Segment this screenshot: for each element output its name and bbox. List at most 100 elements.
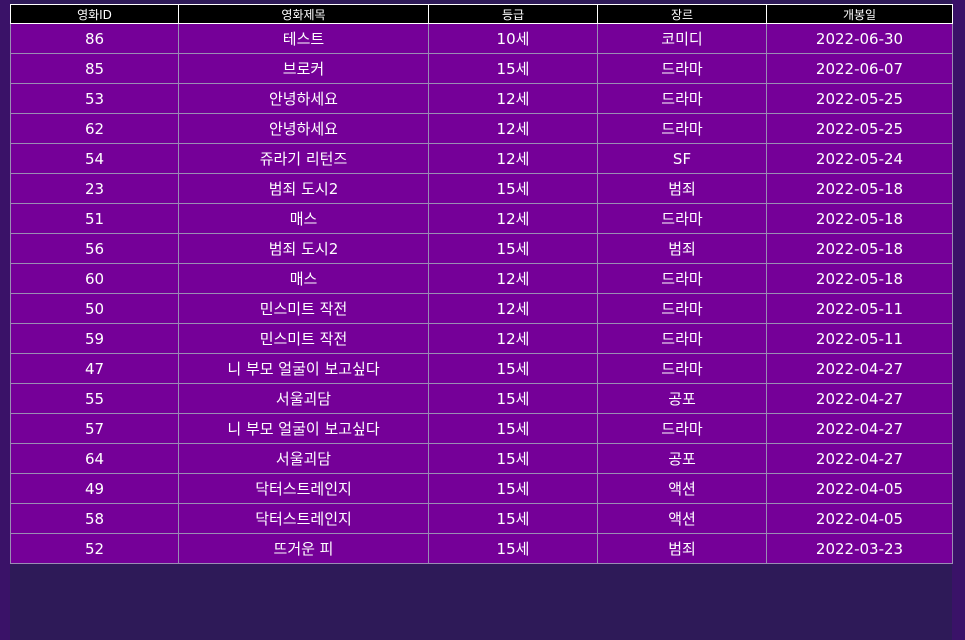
cell-release-date: 2022-05-18	[766, 173, 953, 204]
cell-release-date: 2022-06-07	[766, 53, 953, 84]
cell-movie-title: 민스미트 작전	[178, 323, 429, 354]
cell-release-date: 2022-04-27	[766, 353, 953, 384]
cell-rating: 12세	[428, 113, 598, 144]
cell-genre: 액션	[597, 503, 767, 534]
cell-movie-title: 민스미트 작전	[178, 293, 429, 324]
cell-release-date: 2022-05-11	[766, 323, 953, 354]
cell-movie-id: 50	[10, 293, 179, 324]
cell-release-date: 2022-05-18	[766, 263, 953, 294]
cell-movie-title: 브로커	[178, 53, 429, 84]
cell-release-date: 2022-06-30	[766, 23, 953, 54]
cell-genre: 드라마	[597, 203, 767, 234]
cell-genre: 액션	[597, 473, 767, 504]
cell-movie-title: 뜨거운 피	[178, 533, 429, 564]
cell-genre: 드라마	[597, 83, 767, 114]
left-margin	[0, 0, 10, 640]
cell-movie-title: 서울괴담	[178, 383, 429, 414]
cell-movie-title: 매스	[178, 203, 429, 234]
cell-release-date: 2022-05-25	[766, 83, 953, 114]
cell-release-date: 2022-05-18	[766, 233, 953, 264]
cell-genre: 범죄	[597, 173, 767, 204]
cell-rating: 12세	[428, 143, 598, 174]
cell-genre: 드라마	[597, 263, 767, 294]
cell-release-date: 2022-04-27	[766, 413, 953, 444]
table-row[interactable]: 51 매스 12세 드라마 2022-05-18	[10, 203, 953, 234]
cell-release-date: 2022-04-27	[766, 383, 953, 414]
cell-movie-id: 62	[10, 113, 179, 144]
cell-movie-title: 서울괴담	[178, 443, 429, 474]
cell-rating: 15세	[428, 233, 598, 264]
cell-movie-id: 55	[10, 383, 179, 414]
header-rating: 등급	[428, 4, 598, 24]
table-row[interactable]: 23 범죄 도시2 15세 범죄 2022-05-18	[10, 173, 953, 204]
cell-release-date: 2022-04-05	[766, 473, 953, 504]
table-row[interactable]: 47 니 부모 얼굴이 보고싶다 15세 드라마 2022-04-27	[10, 353, 953, 384]
cell-movie-title: 테스트	[178, 23, 429, 54]
cell-rating: 15세	[428, 533, 598, 564]
right-margin	[952, 0, 965, 640]
table-row[interactable]: 85 브로커 15세 드라마 2022-06-07	[10, 53, 953, 84]
table-body: 86 테스트 10세 코미디 2022-06-30 85 브로커 15세 드라마 2022-06-…	[10, 23, 953, 564]
header-movie-title: 영화제목	[178, 4, 429, 24]
cell-movie-title: 매스	[178, 263, 429, 294]
cell-movie-title: 쥬라기 리턴즈	[178, 143, 429, 174]
table-row[interactable]: 57 니 부모 얼굴이 보고싶다 15세 드라마 2022-04-27	[10, 413, 953, 444]
cell-genre: 범죄	[597, 533, 767, 564]
table-row[interactable]: 58 닥터스트레인지 15세 액션 2022-04-05	[10, 503, 953, 534]
table-row[interactable]: 49 닥터스트레인지 15세 액션 2022-04-05	[10, 473, 953, 504]
cell-movie-id: 59	[10, 323, 179, 354]
table-row[interactable]: 59 민스미트 작전 12세 드라마 2022-05-11	[10, 323, 953, 354]
cell-rating: 12세	[428, 203, 598, 234]
cell-movie-id: 64	[10, 443, 179, 474]
table-row[interactable]: 56 범죄 도시2 15세 범죄 2022-05-18	[10, 233, 953, 264]
table-row[interactable]: 54 쥬라기 리턴즈 12세 SF 2022-05-24	[10, 143, 953, 174]
cell-rating: 12세	[428, 293, 598, 324]
movie-list-container: 영화ID 영화제목 등급 장르 개봉일 86 테스트 10세 코미디 2022-06-3…	[10, 4, 953, 564]
cell-movie-id: 54	[10, 143, 179, 174]
header-row: 영화ID 영화제목 등급 장르 개봉일	[10, 4, 953, 24]
cell-movie-id: 86	[10, 23, 179, 54]
table-row[interactable]: 52 뜨거운 피 15세 범죄 2022-03-23	[10, 533, 953, 564]
table-row[interactable]: 60 매스 12세 드라마 2022-05-18	[10, 263, 953, 294]
cell-rating: 15세	[428, 173, 598, 204]
table-header: 영화ID 영화제목 등급 장르 개봉일	[10, 4, 953, 24]
table-row[interactable]: 55 서울괴담 15세 공포 2022-04-27	[10, 383, 953, 414]
cell-movie-id: 58	[10, 503, 179, 534]
cell-release-date: 2022-05-24	[766, 143, 953, 174]
cell-release-date: 2022-03-23	[766, 533, 953, 564]
cell-rating: 15세	[428, 383, 598, 414]
cell-genre: 드라마	[597, 353, 767, 384]
cell-genre: 드라마	[597, 53, 767, 84]
cell-genre: 드라마	[597, 293, 767, 324]
cell-movie-title: 닥터스트레인지	[178, 473, 429, 504]
cell-genre: SF	[597, 143, 767, 174]
table-row[interactable]: 50 민스미트 작전 12세 드라마 2022-05-11	[10, 293, 953, 324]
cell-movie-id: 53	[10, 83, 179, 114]
cell-movie-id: 47	[10, 353, 179, 384]
cell-movie-id: 49	[10, 473, 179, 504]
table-row[interactable]: 62 안녕하세요 12세 드라마 2022-05-25	[10, 113, 953, 144]
cell-genre: 드라마	[597, 413, 767, 444]
cell-rating: 12세	[428, 263, 598, 294]
cell-genre: 공포	[597, 383, 767, 414]
cell-movie-title: 안녕하세요	[178, 83, 429, 114]
cell-movie-id: 56	[10, 233, 179, 264]
cell-movie-id: 52	[10, 533, 179, 564]
cell-rating: 15세	[428, 473, 598, 504]
cell-rating: 15세	[428, 503, 598, 534]
cell-release-date: 2022-05-11	[766, 293, 953, 324]
cell-rating: 10세	[428, 23, 598, 54]
cell-movie-id: 51	[10, 203, 179, 234]
cell-movie-id: 85	[10, 53, 179, 84]
cell-movie-title: 안녕하세요	[178, 113, 429, 144]
cell-rating: 15세	[428, 53, 598, 84]
table-row[interactable]: 64 서울괴담 15세 공포 2022-04-27	[10, 443, 953, 474]
cell-rating: 15세	[428, 353, 598, 384]
table-row[interactable]: 53 안녕하세요 12세 드라마 2022-05-25	[10, 83, 953, 114]
movie-table: 영화ID 영화제목 등급 장르 개봉일 86 테스트 10세 코미디 2022-06-3…	[10, 4, 953, 564]
header-movie-id: 영화ID	[10, 4, 179, 24]
cell-rating: 12세	[428, 83, 598, 114]
header-genre: 장르	[597, 4, 767, 24]
cell-movie-title: 닥터스트레인지	[178, 503, 429, 534]
table-row[interactable]: 86 테스트 10세 코미디 2022-06-30	[10, 23, 953, 54]
